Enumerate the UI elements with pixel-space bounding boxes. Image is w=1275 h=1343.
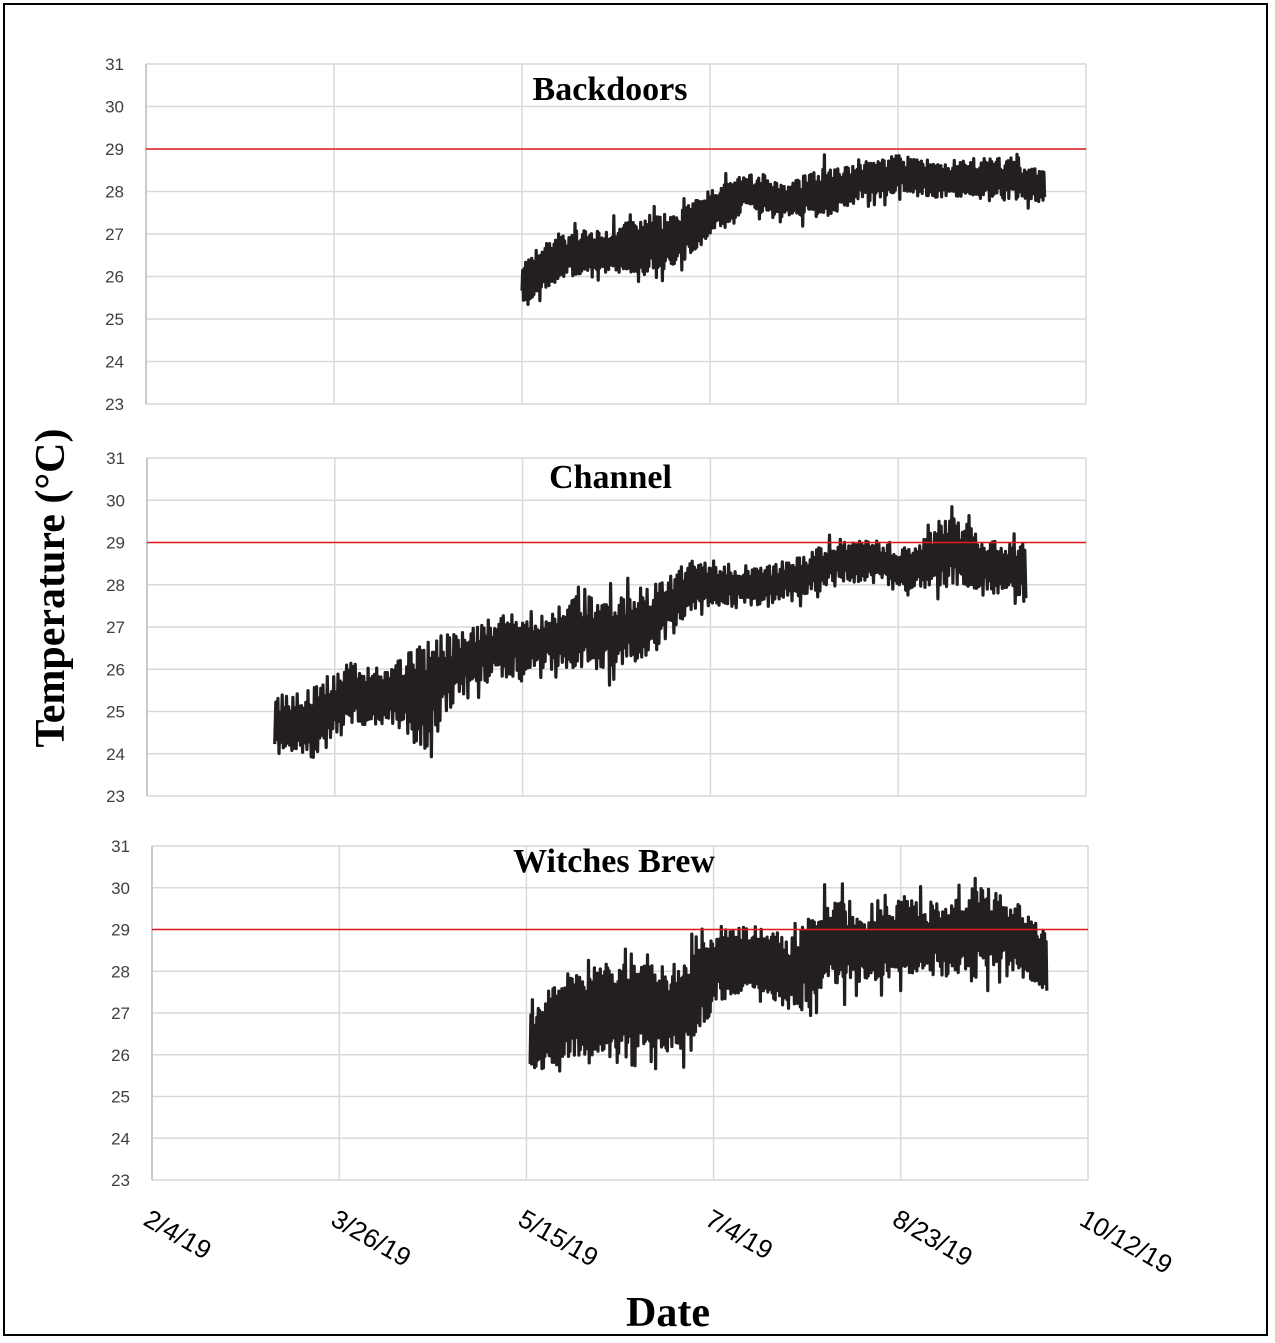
y-tick-label: 26 [105, 268, 124, 287]
y-tick-label: 23 [111, 1171, 130, 1190]
y-tick-label: 27 [106, 618, 125, 637]
y-tick-label: 28 [106, 576, 125, 595]
y-tick-label: 25 [105, 310, 124, 329]
x-tick-label: 8/23/19 [888, 1203, 978, 1272]
y-tick-label: 24 [106, 745, 125, 764]
temperature-series-line [520, 152, 1047, 306]
y-tick-label: 29 [111, 921, 130, 940]
y-tick-label: 25 [111, 1088, 130, 1107]
y-tick-label: 31 [105, 55, 124, 74]
y-tick-label: 23 [106, 787, 125, 806]
y-tick-label: 27 [111, 1004, 130, 1023]
y-tick-label: 23 [105, 395, 124, 414]
y-tick-label: 28 [105, 183, 124, 202]
x-tick-label: 5/15/19 [513, 1203, 603, 1272]
y-tick-label: 29 [106, 534, 125, 553]
panel-witches-brew: 23 24 25 26 27 28 29 30 31 Witches Brew [111, 837, 1089, 1190]
x-axis-title: Date [626, 1290, 710, 1336]
x-tick-label: 10/12/19 [1075, 1203, 1178, 1280]
y-tick-label: 29 [105, 140, 124, 159]
y-tick-label: 31 [111, 837, 130, 856]
y-tick-label: 25 [106, 703, 125, 722]
x-tick-label: 7/4/19 [701, 1203, 779, 1265]
panel-backdoors: 23 24 25 26 27 28 29 30 31 Backdoors [105, 55, 1087, 414]
y-tick-label: 24 [111, 1129, 130, 1148]
panel-title: Backdoors [533, 71, 688, 108]
panel-title: Channel [549, 459, 672, 496]
y-tick-label: 26 [111, 1046, 130, 1065]
y-tick-label: 27 [105, 225, 124, 244]
y-tick-label: 28 [111, 962, 130, 981]
y-tick-label: 30 [106, 491, 125, 510]
panel-title: Witches Brew [513, 843, 715, 880]
x-tick-label: 3/26/19 [326, 1203, 416, 1272]
y-tick-label: 26 [106, 660, 125, 679]
y-axis-title: Temperature (°C) [28, 429, 74, 748]
y-tick-label: 24 [105, 353, 124, 372]
y-tick-label: 30 [105, 98, 124, 117]
y-tick-label: 31 [106, 449, 125, 468]
temperature-series-line [528, 876, 1049, 1073]
x-tick-label: 2/4/19 [139, 1203, 217, 1265]
temperature-series-line [273, 505, 1028, 759]
y-tick-label: 30 [111, 879, 130, 898]
panel-channel: 23 24 25 26 27 28 29 30 31 Channel [106, 449, 1087, 806]
